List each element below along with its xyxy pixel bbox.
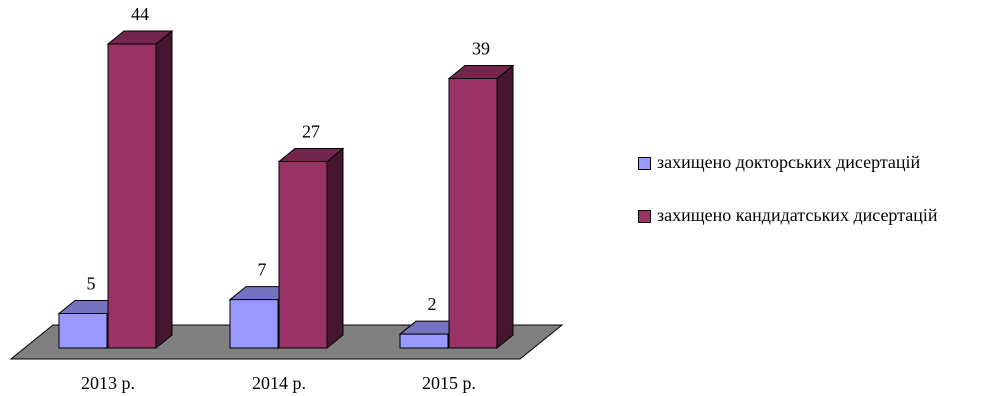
legend-item-doctoral: захищено докторських дисертацій bbox=[638, 150, 978, 175]
legend-label-candidate: захищено кандидатських дисертацій bbox=[657, 205, 938, 225]
bar-candidate-2 bbox=[277, 147, 345, 350]
legend-swatch-doctoral bbox=[638, 157, 651, 170]
bar-candidate-3 bbox=[447, 64, 515, 350]
bar-side bbox=[326, 147, 344, 350]
bar-front bbox=[107, 43, 157, 349]
bar-side bbox=[155, 29, 173, 350]
data-label: 39 bbox=[472, 39, 490, 59]
data-label: 27 bbox=[302, 121, 320, 141]
legend-item-candidate: захищено кандидатських дисертацій bbox=[638, 203, 978, 228]
data-label: 7 bbox=[258, 260, 267, 280]
legend: захищено докторських дисертацій захищено… bbox=[638, 150, 978, 256]
bar-side bbox=[496, 64, 514, 350]
bar-front bbox=[448, 78, 498, 349]
bars-group bbox=[57, 29, 515, 350]
data-label: 5 bbox=[87, 273, 96, 293]
legend-label-doctoral: захищено докторських дисертацій bbox=[657, 152, 921, 172]
category-label: 2013 р. bbox=[81, 373, 135, 393]
bar-candidate-1 bbox=[106, 29, 174, 350]
bar-front bbox=[229, 299, 279, 349]
bar-front bbox=[399, 333, 449, 349]
data-label: 44 bbox=[131, 4, 149, 24]
bar-front bbox=[278, 160, 328, 349]
legend-swatch-candidate bbox=[638, 210, 651, 223]
data-label: 2 bbox=[428, 294, 437, 314]
bar-front bbox=[58, 312, 108, 349]
category-label: 2015 р. bbox=[422, 373, 476, 393]
labels-group: 5 44 2013 р. 7 27 2014 р. 2 39 2015 р. bbox=[81, 4, 490, 393]
category-label: 2014 р. bbox=[252, 373, 306, 393]
